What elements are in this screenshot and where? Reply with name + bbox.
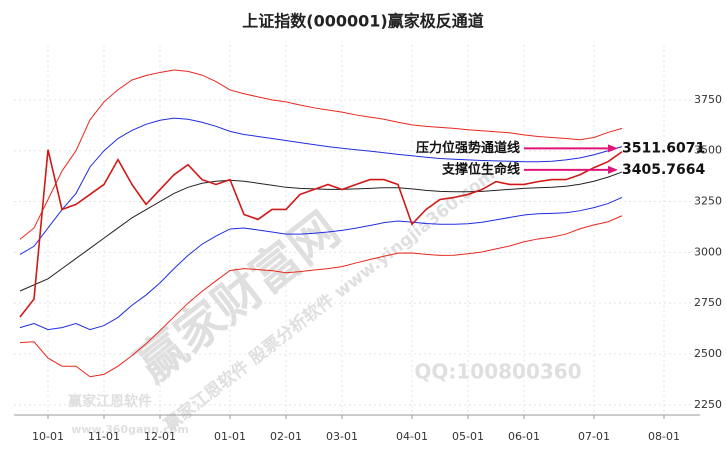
y-tick-label: 3250	[694, 195, 722, 208]
series-line	[19, 171, 623, 292]
y-tick-label: 2500	[694, 347, 722, 360]
annotation-arrowhead	[608, 144, 618, 153]
series-line	[19, 117, 623, 255]
annotation-arrowhead	[608, 165, 618, 174]
x-tick-label: 10-01	[32, 430, 64, 443]
annotation-text: 支撑位生命线	[441, 161, 520, 177]
y-tick-label: 2250	[694, 398, 722, 411]
x-tick-label: 02-01	[270, 430, 302, 443]
x-tick-label: 05-01	[452, 430, 484, 443]
x-tick-label: 07-01	[578, 430, 610, 443]
series-line	[19, 197, 623, 331]
x-tick-label: 06-01	[508, 430, 540, 443]
x-tick-label: 08-01	[648, 430, 680, 443]
y-tick-label: 3500	[694, 144, 722, 157]
annotation-value: 3405.7664	[622, 162, 706, 178]
x-tick-label: 11-01	[88, 430, 120, 443]
x-tick-label: 01-01	[214, 430, 246, 443]
chart-title: 上证指数(000001)赢家极反通道	[242, 12, 483, 31]
series-line	[19, 149, 623, 318]
x-tick-label: 03-01	[326, 430, 358, 443]
watermark: www.360gann.com	[71, 423, 189, 436]
y-tick-label: 3750	[694, 93, 722, 106]
watermark: QQ:100800360	[414, 360, 581, 384]
series-line	[19, 69, 623, 240]
annotation-value: 3511.6071	[622, 140, 705, 156]
y-tick-label: 2750	[694, 296, 722, 309]
annotation-text: 压力位强势通道线	[416, 140, 520, 156]
x-tick-label: 04-01	[396, 430, 428, 443]
watermark: 赢家江恩软件	[68, 393, 152, 410]
x-tick-label: 12-01	[144, 430, 176, 443]
y-tick-label: 3000	[694, 245, 722, 258]
series-line	[19, 215, 623, 378]
